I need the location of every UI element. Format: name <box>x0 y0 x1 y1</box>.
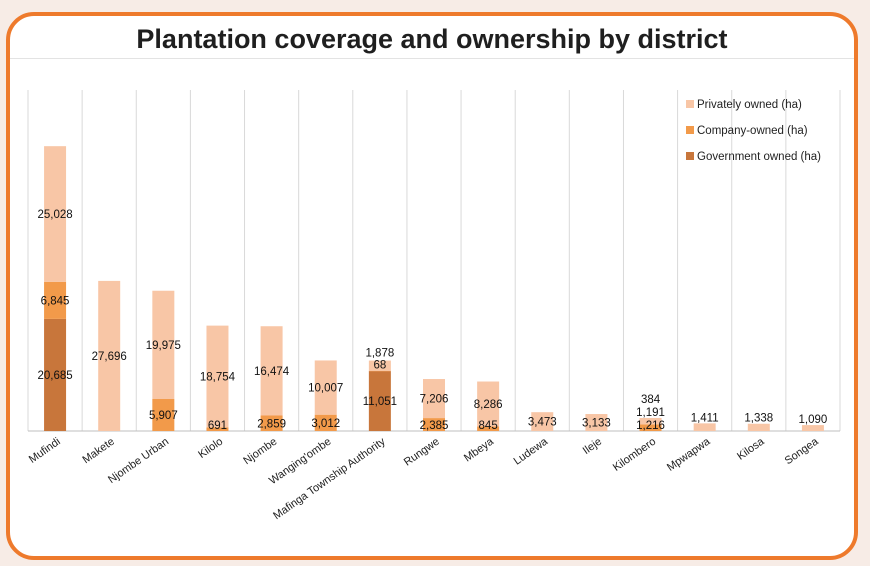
data-label-ileje: 3,133 <box>582 418 611 430</box>
x-tick-label-kilosa: Kilosa <box>735 435 767 463</box>
bar-kilolo-company-owned-ha <box>206 427 229 431</box>
x-tick-label-mbeya: Mbeya <box>462 435 497 464</box>
bar-mbeya-privately-owned-ha <box>477 381 500 427</box>
legend-label-government-owned-ha: Government owned (ha) <box>697 151 821 163</box>
data-label-mbeya: 845 <box>479 420 498 432</box>
data-label-makete: 27,696 <box>92 351 127 363</box>
bar-wanging-ombe-company-owned-ha <box>314 414 337 431</box>
x-tick-label-rungwe: Rungwe <box>402 436 442 469</box>
data-label-rungwe: 2,385 <box>420 420 449 432</box>
bar-njombe-urban-privately-owned-ha <box>152 290 175 399</box>
x-tick-label-ileje: Ileje <box>581 436 604 457</box>
bar-songea-privately-owned-ha <box>801 425 824 431</box>
bar-rungwe-privately-owned-ha <box>423 379 445 419</box>
x-tick-label-kilolo: Kilolo <box>196 436 225 461</box>
bar-mafinga-township-authority-privately-owned-ha <box>368 360 391 371</box>
data-label-kilolo: 18,754 <box>200 371 236 383</box>
chart-card: Plantation coverage and ownership by dis… <box>6 12 858 560</box>
data-label-rungwe: 7,206 <box>420 394 449 406</box>
data-label-mpwapwa: 1,411 <box>691 412 719 424</box>
legend-label-privately-owned-ha: Privately owned (ha) <box>697 99 802 111</box>
data-label-mufindi: 25,028 <box>37 209 72 221</box>
bar-mufindi-privately-owned-ha <box>44 146 67 282</box>
data-label-ludewa: 3,473 <box>528 417 557 429</box>
bar-mpwapwa-privately-owned-ha <box>693 423 716 431</box>
x-tick-label-njombe-urban: Njombe Urban <box>106 436 171 487</box>
data-label-mufindi: 20,685 <box>37 370 72 382</box>
bar-mafinga-township-authority-company-owned-ha <box>368 370 391 372</box>
x-tick-label-njombe: Njombe <box>241 436 279 468</box>
data-label-kilolo: 691 <box>208 420 227 432</box>
x-tick-label-mafinga-township-authority: Mafinga Township Authority <box>271 435 388 522</box>
legend-label-company-owned-ha: Company-owned (ha) <box>697 125 808 137</box>
data-label-mafinga-township-authority: 1,878 <box>365 348 394 360</box>
data-label-kilombero-extra: 384 <box>641 394 661 406</box>
bar-ileje-privately-owned-ha <box>585 414 608 431</box>
bar-mafinga-township-authority-government-owned-ha <box>368 371 391 431</box>
data-label-songea: 1,090 <box>799 414 828 426</box>
data-label-mafinga-township-authority: 68 <box>373 360 386 372</box>
chart-title: Plantation coverage and ownership by dis… <box>136 24 728 54</box>
data-label-mbeya: 8,286 <box>474 399 503 411</box>
bar-njombe-company-owned-ha <box>260 415 283 431</box>
data-label-njombe: 2,859 <box>257 418 286 430</box>
data-label-kilombero: 1,191 <box>636 407 665 419</box>
bar-njombe-privately-owned-ha <box>260 326 283 416</box>
data-label-wanging-ombe: 10,007 <box>308 383 343 395</box>
bar-njombe-urban-company-owned-ha <box>152 398 175 431</box>
bar-kilombero-privately-owned-ha <box>639 417 662 425</box>
x-tick-label-songea: Songea <box>783 435 822 467</box>
legend-swatch-government-owned-ha <box>686 152 694 160</box>
bar-rungwe-company-owned-ha <box>423 418 445 431</box>
bar-ludewa-privately-owned-ha <box>531 412 554 431</box>
data-label-wanging-ombe: 3,012 <box>311 418 340 430</box>
data-label-njombe-urban: 5,907 <box>149 410 178 422</box>
bar-kilosa-privately-owned-ha <box>747 423 770 431</box>
x-tick-label-kilombero: Kilombero <box>611 436 658 474</box>
legend-swatch-privately-owned-ha <box>686 100 694 108</box>
title-divider <box>10 58 854 59</box>
legend-swatch-company-owned-ha <box>686 126 694 134</box>
data-label-mafinga-township-authority: 11,051 <box>363 396 397 408</box>
data-label-kilombero: 1,216 <box>636 420 665 432</box>
x-tick-label-ludewa: Ludewa <box>512 435 551 467</box>
bar-mufindi-company-owned-ha <box>44 281 67 319</box>
data-label-njombe-urban: 19,975 <box>146 340 181 352</box>
x-tick-label-makete: Makete <box>80 436 116 467</box>
data-label-mufindi: 6,845 <box>41 295 70 307</box>
bar-makete-privately-owned-ha <box>98 280 121 431</box>
bar-kilolo-privately-owned-ha <box>206 325 229 428</box>
x-tick-label-mpwapwa: Mpwapwa <box>665 435 713 474</box>
bar-kilombero-company-owned-ha <box>639 424 662 431</box>
x-tick-label-mufindi: Mufindi <box>27 436 63 466</box>
data-label-kilosa: 1,338 <box>744 413 773 425</box>
bar-mbeya-company-owned-ha <box>477 426 500 431</box>
data-label-njombe: 16,474 <box>254 366 290 378</box>
bar-wanging-ombe-privately-owned-ha <box>314 360 337 415</box>
bar-mufindi-government-owned-ha <box>44 318 67 431</box>
